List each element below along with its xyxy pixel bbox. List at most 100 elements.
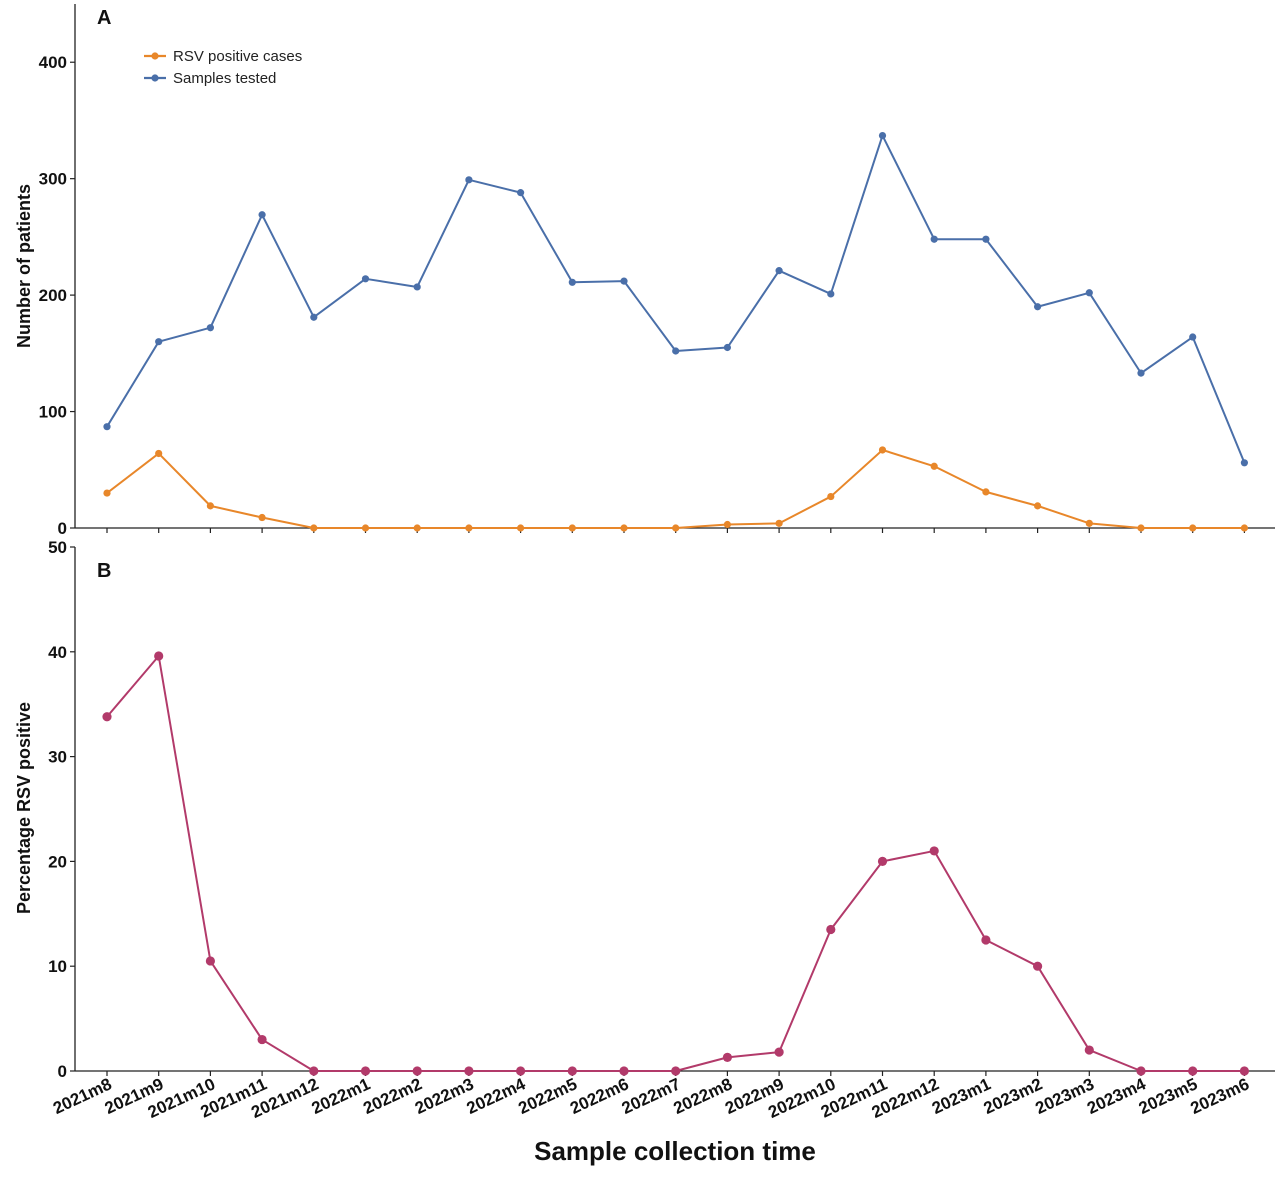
data-point-rsv-positive-cases (258, 513, 266, 522)
y-tick-label: 20 (48, 852, 67, 871)
x-tick-label: 2022m4 (464, 1074, 529, 1118)
panel-a-axes: 0 100 200 300 400 (39, 4, 1275, 538)
panel-a-series (103, 131, 1248, 532)
data-point-rsv-positive-cases (310, 524, 318, 532)
y-tick-label: 100 (39, 403, 67, 422)
y-tick-label: 0 (58, 1062, 67, 1081)
x-tick-label: 2023m5 (1136, 1074, 1201, 1118)
x-tick-label: 2022m3 (412, 1074, 477, 1118)
legend-marker-samples-tested (151, 74, 159, 82)
data-point-samples-tested (620, 277, 628, 285)
data-point-rsv-positive-cases (155, 449, 163, 458)
panel-a-y-axis-title: Number of patients (14, 184, 34, 348)
y-tick-label: 50 (48, 538, 67, 557)
y-tick-label: 300 (39, 170, 67, 189)
data-point-samples-tested (1240, 459, 1248, 467)
x-tick-label: 2022m2 (360, 1074, 425, 1118)
data-point-rsv-positive-cases (620, 524, 628, 532)
x-tick-label: 2022m1 (309, 1074, 374, 1118)
data-point-samples-tested (206, 324, 214, 332)
data-point-series-0 (877, 856, 888, 867)
data-point-rsv-positive-cases (413, 524, 421, 532)
data-point-series-0 (981, 935, 991, 945)
data-point-series-0 (929, 846, 939, 856)
panel-a-label: A (97, 7, 111, 29)
data-point-series-0 (619, 1066, 629, 1076)
panel-b-series (102, 651, 1249, 1076)
y-tick-label: 40 (48, 643, 67, 662)
data-point-rsv-positive-cases (517, 524, 525, 532)
panel-b: 0 10 20 30 40 50 B Percentage RSV positive (14, 538, 1275, 1081)
legend-label-samples-tested: Samples tested (173, 70, 276, 87)
data-point-series-0 (205, 956, 215, 966)
x-tick-label: 2023m6 (1188, 1074, 1253, 1118)
data-point-samples-tested (413, 283, 421, 291)
data-point-rsv-positive-cases (775, 519, 783, 527)
data-point-rsv-positive-cases (1085, 519, 1093, 527)
data-point-samples-tested (1137, 369, 1145, 377)
y-tick-label: 10 (48, 957, 67, 976)
y-tick-label: 30 (48, 748, 67, 767)
legend-marker-rsv-positive (151, 52, 159, 60)
data-point-series-0 (516, 1066, 526, 1076)
data-point-samples-tested (465, 176, 473, 184)
y-tick-label: 0 (58, 519, 67, 538)
data-point-samples-tested (723, 343, 732, 352)
data-point-samples-tested (258, 211, 266, 219)
data-point-samples-tested (775, 267, 783, 275)
data-point-samples-tested (310, 313, 318, 321)
data-point-series-0 (722, 1052, 733, 1062)
x-tick-label: 2023m1 (929, 1074, 994, 1118)
data-point-rsv-positive-cases (878, 446, 887, 454)
panel-b-label: B (97, 560, 111, 582)
data-point-series-0 (1136, 1066, 1146, 1076)
data-point-series-0 (774, 1047, 784, 1057)
legend-label-rsv-positive: RSV positive cases (173, 48, 302, 65)
data-point-rsv-positive-cases (361, 524, 370, 532)
data-point-series-0 (567, 1066, 577, 1076)
data-point-samples-tested (827, 290, 835, 298)
series-line-rsv-positive-cases (106, 448, 1245, 529)
panel-a-legend: RSV positive cases Samples tested (144, 48, 302, 87)
data-point-samples-tested (103, 423, 111, 431)
series-line-samples-tested (106, 134, 1246, 464)
y-tick-label: 400 (39, 53, 67, 72)
data-point-rsv-positive-cases (1189, 524, 1197, 532)
data-point-series-0 (412, 1066, 422, 1076)
data-point-rsv-positive-cases (103, 489, 111, 497)
x-tick-label: 2023m2 (981, 1074, 1046, 1118)
data-point-rsv-positive-cases (982, 488, 990, 496)
data-point-rsv-positive-cases (1137, 524, 1145, 532)
data-point-series-0 (826, 924, 836, 935)
data-point-rsv-positive-cases (1034, 502, 1042, 510)
data-point-rsv-positive-cases (723, 520, 732, 529)
data-point-samples-tested (672, 347, 680, 355)
x-tick-label: 2022m7 (619, 1074, 684, 1118)
x-tick-label: 2022m8 (671, 1074, 736, 1118)
data-point-rsv-positive-cases (465, 524, 473, 532)
x-tick-label: 2022m5 (515, 1074, 580, 1118)
x-tick-label: 2022m6 (567, 1074, 632, 1118)
data-point-series-0 (671, 1066, 681, 1076)
series-line-series-0 (106, 654, 1245, 1072)
data-point-samples-tested (1034, 303, 1042, 311)
data-point-series-0 (1033, 961, 1043, 971)
x-axis-title: Sample collection time (534, 1136, 816, 1166)
data-point-samples-tested (1189, 333, 1197, 341)
y-tick-label: 200 (39, 286, 67, 305)
x-tick-label: 2023m3 (1032, 1074, 1097, 1118)
data-point-series-0 (1188, 1066, 1198, 1076)
data-point-rsv-positive-cases (568, 524, 576, 532)
data-point-series-0 (309, 1066, 319, 1076)
data-point-rsv-positive-cases (930, 462, 938, 470)
data-point-rsv-positive-cases (206, 502, 214, 510)
data-point-samples-tested (517, 189, 525, 197)
x-tick-labels: 2021m82021m92021m102021m112021m122022m12… (50, 1074, 1252, 1122)
data-point-samples-tested (155, 338, 163, 346)
data-point-series-0 (1084, 1045, 1094, 1055)
data-point-samples-tested (982, 235, 990, 243)
panel-b-axes: 0 10 20 30 40 50 (48, 538, 1275, 1081)
x-tick-label: 2023m4 (1084, 1074, 1149, 1118)
data-point-samples-tested (1085, 289, 1093, 297)
data-point-series-0 (102, 712, 112, 722)
